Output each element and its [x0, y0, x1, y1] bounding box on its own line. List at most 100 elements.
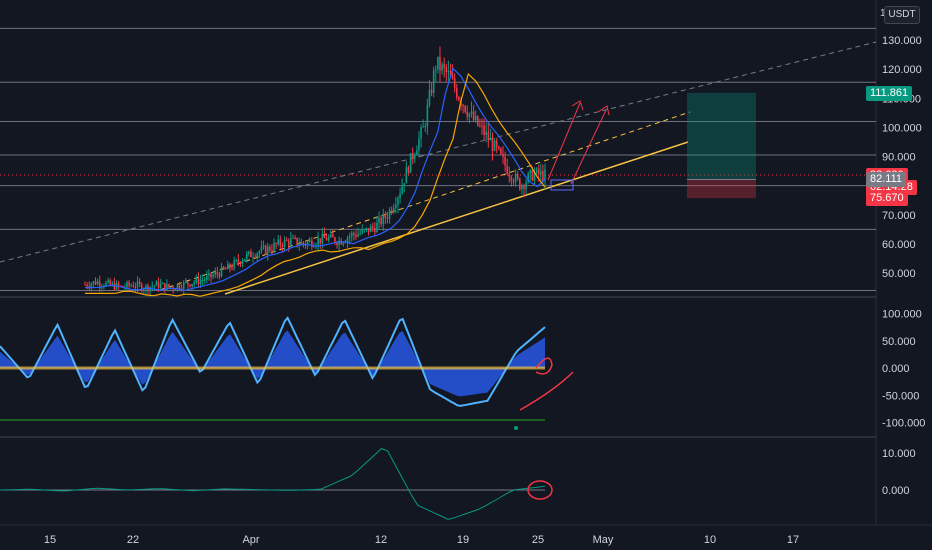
- candle-body: [98, 281, 101, 287]
- candle-body: [483, 125, 485, 135]
- candle-body: [357, 233, 359, 237]
- osc-tick-label: 50.000: [882, 336, 916, 348]
- candle-body: [384, 214, 387, 218]
- candle-body: [422, 126, 424, 128]
- candle-body: [193, 282, 196, 284]
- candle-body: [182, 282, 185, 289]
- candle-body: [208, 273, 210, 276]
- candle-body: [376, 222, 378, 233]
- moving-averages: [85, 67, 546, 297]
- candle-body: [132, 285, 135, 287]
- candle-body: [220, 266, 223, 277]
- candle-body: [199, 280, 202, 285]
- candle-body: [319, 238, 322, 244]
- oscillator-axis[interactable]: 100.000 50.000 0.000 -50.000 -100.000: [882, 309, 925, 430]
- time-axis[interactable]: 15 22 Apr 12 19 25 May 10 17: [44, 534, 799, 546]
- long-position-tool[interactable]: [687, 92, 756, 199]
- candle-body: [332, 234, 334, 238]
- candle-body: [420, 127, 422, 139]
- candle-body: [443, 64, 445, 68]
- candle-body: [413, 155, 416, 159]
- time-tick-label: 12: [375, 534, 387, 546]
- candle-body: [262, 245, 265, 248]
- candle-body: [138, 281, 141, 285]
- oscillator-plot: [0, 316, 574, 430]
- candle-body: [510, 176, 513, 182]
- candle-body: [344, 242, 347, 244]
- candle-body: [336, 242, 338, 246]
- osc-tick-label: -100.000: [882, 418, 925, 430]
- candle-body: [187, 281, 189, 285]
- candle-body: [96, 281, 99, 285]
- candle-body: [128, 282, 130, 286]
- candle-body: [409, 153, 412, 173]
- candle-body: [491, 138, 494, 151]
- time-tick-label: Apr: [242, 534, 259, 546]
- time-tick-label: 10: [704, 534, 716, 546]
- candle-body: [281, 245, 284, 247]
- candle-body: [107, 280, 109, 283]
- trendlines[interactable]: [0, 41, 877, 295]
- candle-body: [237, 259, 240, 263]
- candle-body: [500, 148, 502, 154]
- osc-tick-label: 100.000: [882, 309, 922, 321]
- candle-body: [466, 111, 469, 117]
- candle-body: [258, 251, 261, 254]
- candle-body: [126, 282, 128, 288]
- candle-body: [418, 138, 420, 151]
- candle-body: [350, 233, 353, 237]
- profit-zone: [687, 92, 756, 180]
- slow-moving-average: [85, 72, 546, 297]
- oscillator-line: [0, 316, 546, 407]
- bottom-oscillator-line: [0, 448, 546, 520]
- candle-body: [323, 233, 326, 238]
- candle-body: [292, 237, 294, 239]
- candle-body: [462, 105, 464, 107]
- candle-body: [506, 165, 508, 175]
- candle-body: [539, 171, 542, 175]
- candle-body: [86, 284, 88, 287]
- candle-body: [222, 266, 225, 269]
- candle-body: [294, 237, 296, 239]
- candle-body: [231, 268, 233, 270]
- candle-body: [380, 217, 382, 225]
- candle-body: [197, 277, 200, 285]
- candle-body: [424, 126, 427, 128]
- candle-body: [504, 156, 506, 166]
- candle-body: [113, 283, 116, 290]
- candle-body: [525, 182, 527, 190]
- candle-body: [256, 253, 259, 258]
- currency-button[interactable]: USDT: [884, 6, 920, 24]
- candle-body: [512, 181, 515, 183]
- candle-body: [273, 243, 275, 251]
- candle-body: [151, 286, 154, 288]
- candle-body: [140, 284, 143, 291]
- candle-body: [359, 233, 361, 235]
- upper-channel-dashed: [0, 41, 877, 263]
- candle-body: [390, 209, 393, 212]
- candle-body: [224, 268, 227, 270]
- candle-body: [88, 286, 91, 288]
- candle-body: [508, 174, 511, 177]
- candle-body: [338, 240, 340, 246]
- candle-body: [296, 237, 298, 246]
- candle-body: [489, 138, 492, 141]
- bottom-tick-label: 10.000: [882, 448, 916, 460]
- candle-body: [472, 111, 475, 121]
- candle-body: [346, 237, 349, 243]
- price-tick-label: 120.000: [882, 64, 922, 76]
- bottom-axis[interactable]: 10.000 0.000: [882, 448, 916, 497]
- candle-body: [229, 264, 231, 269]
- candles: [84, 46, 546, 297]
- candle-body: [178, 284, 181, 289]
- candle-body: [495, 140, 498, 147]
- projection-arrows[interactable]: [547, 100, 610, 191]
- candle-body: [287, 240, 290, 246]
- candle-body: [189, 284, 191, 287]
- candle-body: [361, 229, 364, 234]
- candle-body: [487, 131, 490, 141]
- candle-body: [166, 284, 168, 290]
- candle-body: [269, 246, 271, 251]
- candle-body: [518, 178, 521, 190]
